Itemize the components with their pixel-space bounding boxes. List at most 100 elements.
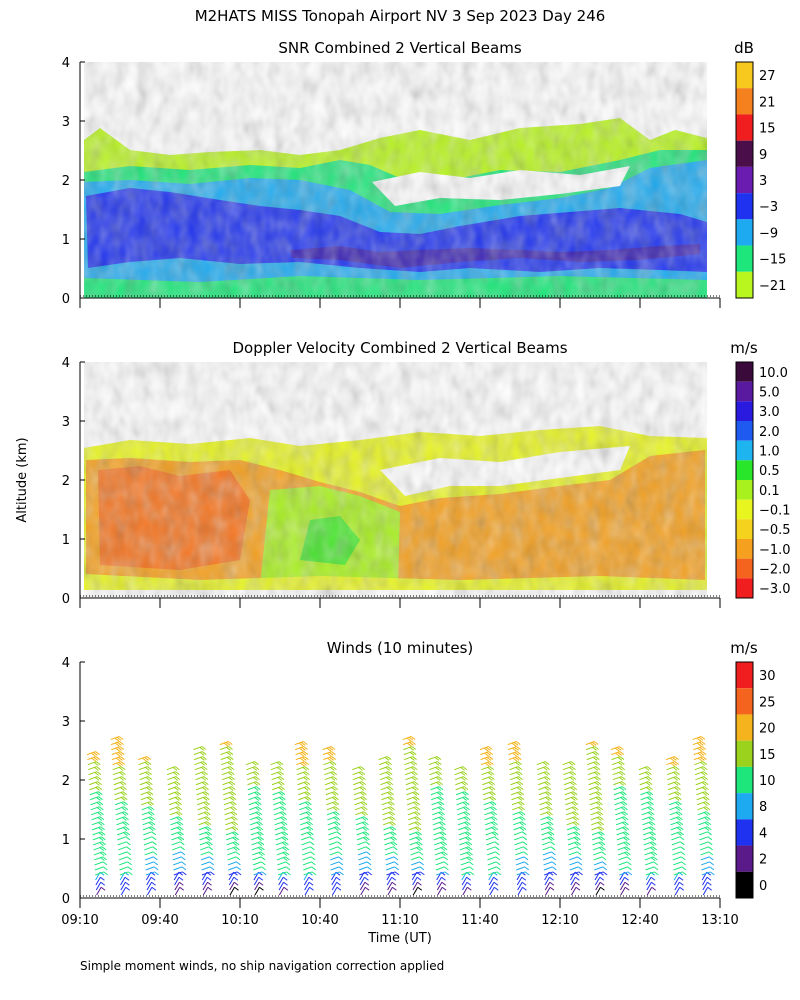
wind-barb-flag (311, 871, 317, 876)
wind-barb-flag (95, 782, 100, 786)
wind-barb-flag (146, 756, 151, 760)
wind-barb-flag (386, 782, 392, 786)
wind-barb-flag (704, 796, 710, 801)
wind-barb-flag (173, 776, 179, 781)
wind-barb-flag (201, 782, 207, 786)
winds-unit-label: m/s (730, 639, 758, 657)
wind-barb-flag (145, 776, 151, 781)
snr-panel: SNR Combined 2 Vertical Beams dB (84, 39, 754, 298)
wind-barb (95, 876, 101, 886)
wind-barb (141, 801, 150, 806)
wind-barb-flag (95, 751, 100, 755)
wind-barb-flag (593, 761, 598, 766)
wind-barb (275, 831, 284, 836)
wind-barb (460, 861, 470, 866)
wind-barb-flag (147, 766, 152, 770)
wind-barb-flag (434, 756, 440, 761)
wind-barb-flag (549, 821, 554, 826)
wind-barb-flag (151, 826, 156, 831)
wind-barb-flag (576, 846, 582, 851)
wind-barb-flag (301, 756, 307, 761)
wind-barb (591, 831, 601, 836)
wind-barb (93, 851, 103, 856)
wind-barb (246, 776, 256, 781)
wind-barb-flag (489, 797, 494, 801)
wind-barb-flag (256, 827, 262, 831)
wind-barb-flag (282, 811, 287, 816)
wind-barb-flag (281, 806, 287, 811)
wind-barb-flag (147, 776, 153, 781)
wind-barb-flag (154, 871, 159, 876)
wind-barb (482, 791, 492, 796)
wind-barb (536, 766, 546, 771)
wind-barb-flag (569, 766, 574, 771)
wind-barb (277, 871, 287, 876)
wind-barb-flag (153, 856, 158, 861)
wind-barb (643, 846, 653, 851)
wind-barb-flag (258, 821, 263, 826)
wind-barb (457, 816, 467, 821)
wind-barb (304, 887, 310, 896)
wind-barb-flag (514, 756, 520, 761)
wind-barb (115, 806, 125, 811)
wind-barb-flag (206, 811, 211, 816)
wind-barb-flag (339, 871, 344, 876)
wind-barb-flag (673, 771, 678, 776)
wind-barb-flag (207, 836, 213, 841)
wind-barb-flag (437, 771, 443, 776)
wind-barb (199, 831, 208, 836)
wind-barb-flag (597, 832, 603, 836)
wind-barb (562, 766, 572, 771)
wind-barb-flag (332, 807, 338, 811)
wind-barb (296, 766, 306, 771)
doppler-colorbar-swatch (736, 499, 753, 520)
wind-barb-flag (96, 771, 102, 776)
wind-barb-flag (598, 847, 604, 852)
wind-barb-flag (100, 826, 105, 831)
wind-barb (563, 781, 573, 786)
wind-barb (228, 871, 238, 876)
wind-barb-flag (703, 802, 708, 806)
wind-barb (674, 881, 680, 891)
wind-barb (359, 881, 366, 891)
wind-barb-flag (363, 806, 368, 811)
wind-barb-flag (144, 761, 150, 766)
wind-barb-flag (304, 797, 310, 801)
wind-barb-flag (621, 807, 626, 811)
wind-barb (404, 766, 414, 771)
wind-barb (173, 861, 182, 866)
wind-barb (483, 796, 492, 801)
wind-barb (222, 776, 231, 781)
wind-barb-flag (439, 796, 444, 801)
wind-barb-flag (679, 831, 684, 836)
wind-barb-flag (550, 836, 555, 841)
wind-barb (224, 811, 234, 816)
wind-barb-flag (359, 787, 365, 791)
winds-colorbar-swatch (736, 714, 753, 741)
wind-barb-flag (231, 791, 236, 796)
wind-barb-flag (149, 801, 155, 806)
wind-barb-flag (257, 806, 262, 811)
wind-barb-flag (128, 871, 133, 876)
wind-barb-flag (651, 841, 657, 846)
wind-barb (224, 806, 233, 811)
wind-barb-flag (575, 831, 581, 836)
snr-colorbar-label: 21 (759, 95, 776, 110)
wind-barb (646, 876, 652, 886)
wind-barb-flag (387, 761, 392, 765)
wind-barb-flag (697, 757, 703, 762)
wind-barb (278, 876, 284, 886)
wind-barb-flag (651, 836, 657, 841)
wind-barb-flag (99, 847, 105, 852)
wind-barb (511, 796, 521, 801)
wind-barb-flag (413, 771, 418, 776)
wind-barb-flag (120, 792, 126, 796)
wind-barb (173, 871, 183, 876)
wind-barb (201, 866, 211, 871)
wind-barb (461, 871, 471, 876)
wind-barb-flag (547, 801, 553, 806)
wind-barb-flag (199, 746, 205, 751)
wind-barb-flag (645, 782, 651, 786)
wind-barb-flag (173, 771, 178, 776)
wind-barb (379, 776, 389, 781)
